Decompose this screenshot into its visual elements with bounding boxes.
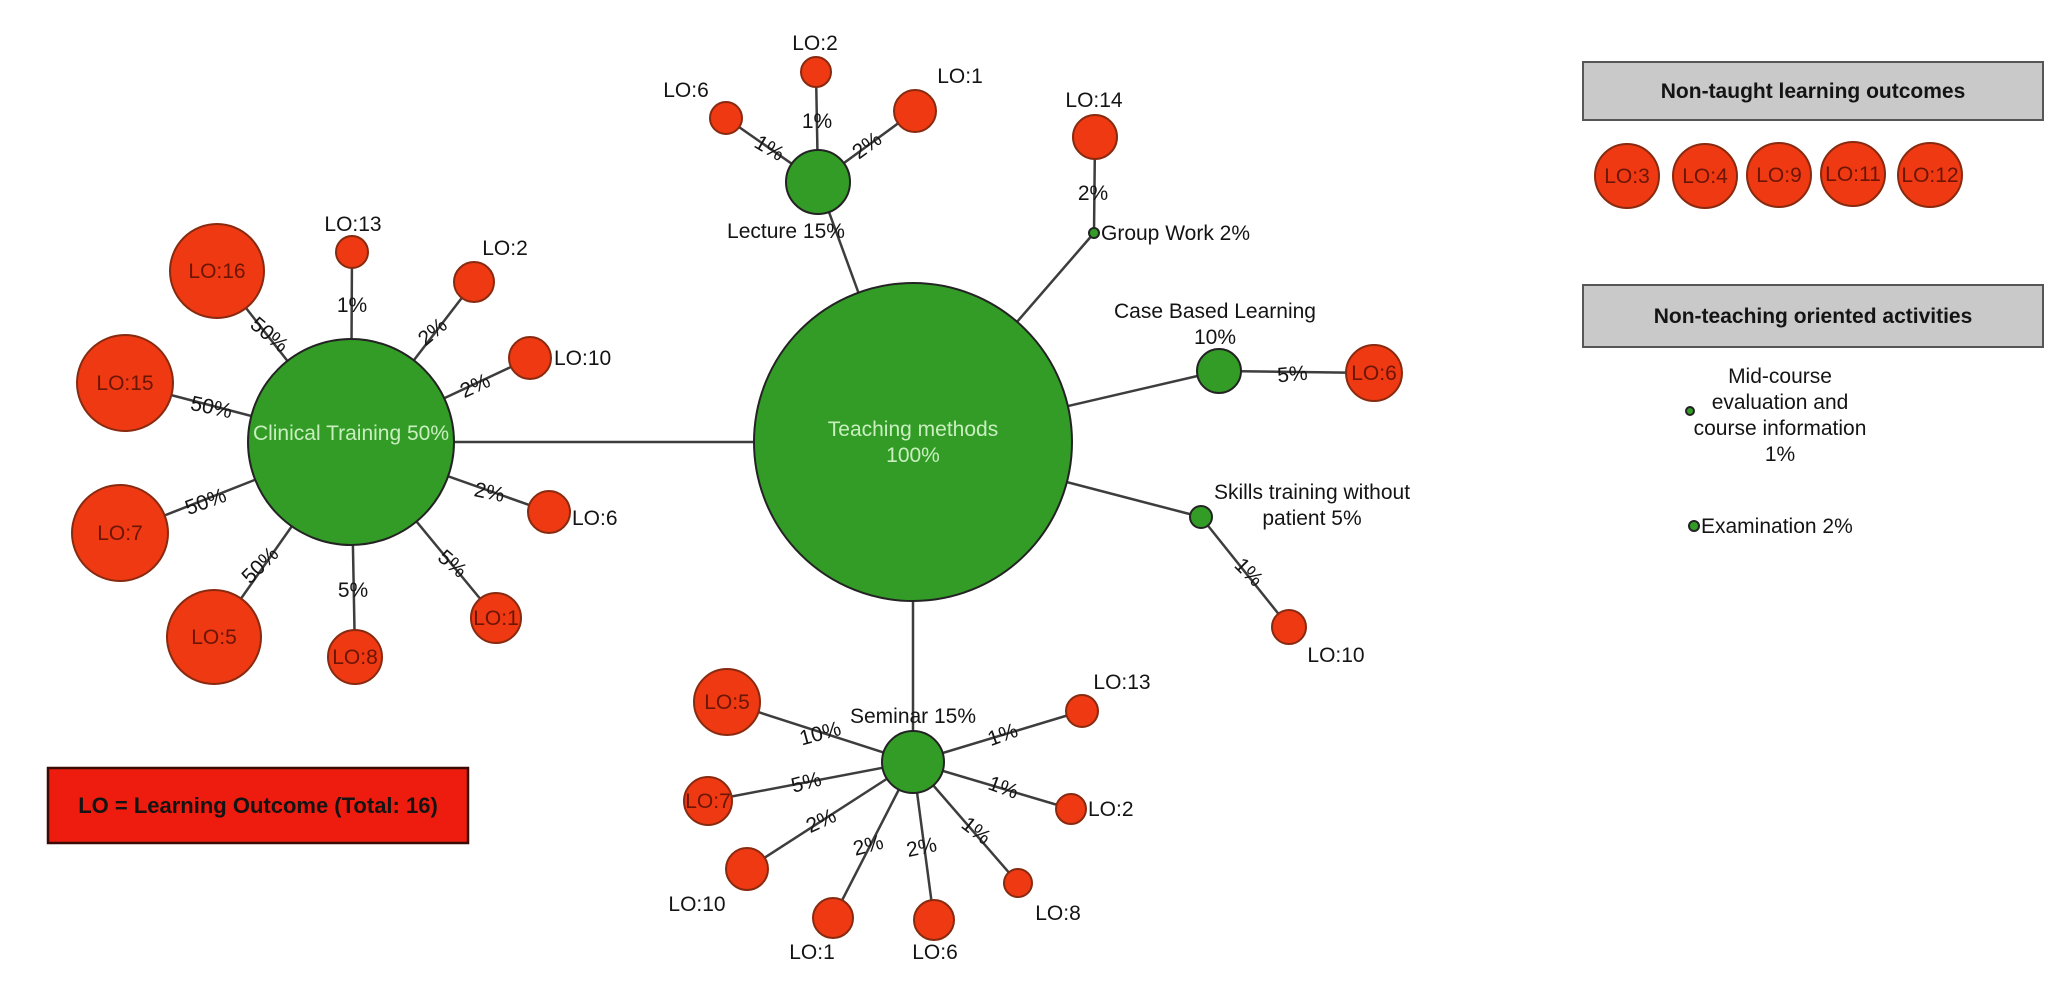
legend-label: LO = Learning Outcome (Total: 16) bbox=[78, 793, 438, 818]
node-label-s1-0: LO:1 bbox=[789, 941, 835, 964]
node-label-cbl-1: 10% bbox=[1194, 326, 1236, 349]
edge-label-clinical-c7: 50% bbox=[182, 484, 229, 520]
outcome-node-c1 bbox=[470, 592, 522, 644]
node-label-c6-0: LO:6 bbox=[572, 507, 618, 530]
node-label-s10-0: LO:10 bbox=[668, 893, 725, 916]
outcome-node-s6 bbox=[913, 899, 955, 941]
activity-dot-exam_dot bbox=[1688, 520, 1700, 532]
node-label-l1-0: LO:1 bbox=[937, 65, 983, 88]
outcome-node-p3 bbox=[1594, 143, 1660, 209]
outcome-node-c10 bbox=[508, 336, 552, 380]
outcome-node-c16 bbox=[169, 223, 265, 319]
edge-label-clinical-c6: 2% bbox=[472, 478, 506, 507]
method-node-lecture bbox=[785, 149, 851, 215]
method-node-clinical bbox=[247, 338, 455, 546]
outcome-node-l2 bbox=[800, 56, 832, 88]
edge-label-clinical-c8: 5% bbox=[338, 579, 368, 602]
node-label-s6-0: LO:6 bbox=[912, 941, 958, 964]
node-label-c2-0: LO:2 bbox=[482, 237, 528, 260]
method-node-teaching bbox=[753, 282, 1073, 602]
edge-label-clinical-c10: 2% bbox=[457, 369, 494, 403]
node-label-s8-0: LO:8 bbox=[1035, 902, 1081, 925]
outcome-node-s1 bbox=[812, 897, 854, 939]
annotation-midcourse-3: 1% bbox=[1765, 443, 1795, 466]
node-label-s2-0: LO:2 bbox=[1088, 798, 1134, 821]
outcome-node-sk10 bbox=[1271, 609, 1307, 645]
edge-skills-sk10 bbox=[1200, 516, 1290, 628]
annotation-midcourse-2: course information bbox=[1694, 417, 1867, 440]
edge-label-clinical-c15: 50% bbox=[188, 392, 234, 423]
edge-label-seminar-s7: 5% bbox=[789, 768, 824, 798]
node-label-c13-0: LO:13 bbox=[324, 213, 381, 236]
outcome-node-cbl6 bbox=[1345, 344, 1403, 402]
edge-label-cbl-cbl6: 5% bbox=[1276, 362, 1308, 388]
annotation-midcourse-1: evaluation and bbox=[1712, 391, 1849, 414]
node-label-lecture-0: Lecture 15% bbox=[727, 220, 845, 243]
node-label-sk10-0: LO:10 bbox=[1307, 644, 1364, 667]
outcome-node-c7 bbox=[71, 484, 169, 582]
outcome-node-s10 bbox=[725, 847, 769, 891]
edge-label-clinical-c16: 50% bbox=[246, 313, 293, 358]
outcome-node-c13 bbox=[335, 235, 369, 269]
method-node-groupwork bbox=[1088, 227, 1100, 239]
activity-dot-midcourse_dot bbox=[1685, 406, 1695, 416]
method-node-cbl bbox=[1196, 348, 1242, 394]
annotation-midcourse-0: Mid-course bbox=[1728, 365, 1832, 388]
edge-seminar-s10 bbox=[746, 760, 914, 871]
node-label-s13-0: LO:13 bbox=[1093, 671, 1150, 694]
outcome-node-s13 bbox=[1065, 694, 1099, 728]
outcome-node-l6 bbox=[709, 101, 743, 135]
edge-label-clinical-c13: 1% bbox=[337, 294, 367, 317]
edge-label-seminar-s6: 2% bbox=[904, 833, 938, 862]
edge-label-seminar-s2: 1% bbox=[985, 772, 1021, 804]
outcome-node-s2 bbox=[1055, 793, 1087, 825]
outcome-node-c6 bbox=[527, 490, 571, 534]
outcome-node-c15 bbox=[76, 334, 174, 432]
outcome-node-s8 bbox=[1003, 868, 1033, 898]
node-label-skills-1: patient 5% bbox=[1262, 507, 1361, 530]
node-label-l6-0: LO:6 bbox=[663, 79, 709, 102]
panel-title-non-taught: Non-taught learning outcomes bbox=[1661, 80, 1966, 103]
annotation-examination-0: Examination 2% bbox=[1701, 515, 1853, 538]
edge-seminar-s7 bbox=[707, 760, 914, 803]
edge-label-seminar-s10: 2% bbox=[803, 804, 840, 838]
legend-box bbox=[46, 766, 470, 845]
edge-label-groupwork-gw14: 2% bbox=[1078, 182, 1108, 205]
edge-label-seminar-s5: 10% bbox=[797, 717, 844, 750]
panel-box-non-taught bbox=[1582, 61, 2044, 121]
node-label-cbl-0: Case Based Learning bbox=[1114, 300, 1316, 323]
outcome-node-c5 bbox=[166, 589, 262, 685]
outcome-node-p9 bbox=[1746, 142, 1812, 208]
outcome-node-gw14 bbox=[1072, 114, 1118, 160]
outcome-node-p11 bbox=[1820, 141, 1886, 207]
outcome-node-l1 bbox=[893, 89, 937, 133]
method-node-skills bbox=[1189, 505, 1213, 529]
edge-label-seminar-s13: 1% bbox=[985, 719, 1021, 751]
edge-label-lecture-l1: 2% bbox=[848, 128, 886, 164]
edge-label-lecture-l6: 1% bbox=[750, 131, 788, 166]
outcome-node-p4 bbox=[1672, 143, 1738, 209]
edge-label-lecture-l2: 1% bbox=[802, 110, 832, 133]
outcome-node-p12 bbox=[1897, 142, 1963, 208]
panel-box-non-teaching bbox=[1582, 284, 2044, 348]
edge-label-clinical-c1: 5% bbox=[433, 545, 471, 582]
outcome-node-s7 bbox=[683, 776, 733, 826]
edge-label-seminar-s1: 2% bbox=[851, 831, 886, 861]
node-label-skills-0: Skills training without bbox=[1214, 481, 1410, 504]
node-label-groupwork-0: Group Work 2% bbox=[1101, 222, 1250, 245]
outcome-node-s5 bbox=[693, 668, 761, 736]
outcome-node-c8 bbox=[327, 629, 383, 685]
panel-title-non-teaching: Non-teaching oriented activities bbox=[1654, 305, 1973, 328]
method-node-seminar bbox=[881, 730, 945, 794]
outcome-node-c2 bbox=[453, 261, 495, 303]
node-label-c10-0: LO:10 bbox=[554, 347, 611, 370]
node-label-l2-0: LO:2 bbox=[792, 32, 838, 55]
node-label-gw14-0: LO:14 bbox=[1065, 89, 1123, 112]
